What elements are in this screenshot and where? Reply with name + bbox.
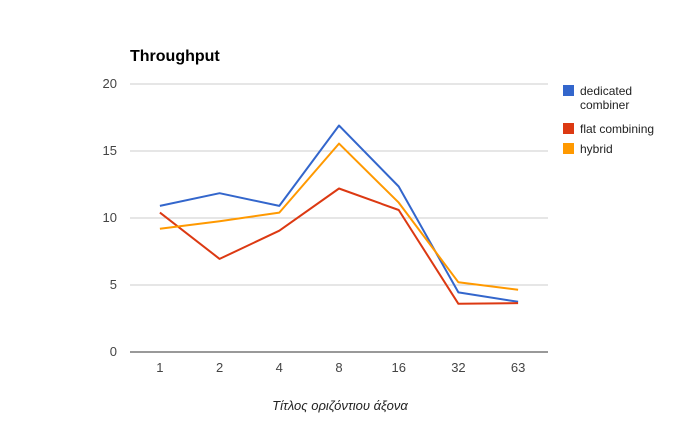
legend-label-1: flat combining [580,122,654,136]
x-tick-label: 8 [335,360,342,375]
x-axis-ticks: 1 2 4 8 16 32 63 [156,360,525,375]
legend-label-0: dedicated [580,84,632,98]
y-tick-label: 0 [110,344,117,359]
series-line-0 [159,124,519,303]
series-line-1 [159,187,519,305]
x-axis-title: Τίτλος οριζόντιου άξονα [272,398,408,413]
legend-swatch-1 [563,123,574,134]
legend-swatch-2 [563,143,574,154]
chart-title: Throughput [130,48,220,65]
x-tick-label: 4 [276,360,283,375]
x-tick-label: 63 [511,360,525,375]
series-line-2 [159,142,519,291]
x-tick-label: 1 [156,360,163,375]
gridlines [130,83,548,286]
series-lines [159,124,519,305]
legend-label-2: hybrid [580,142,613,156]
y-tick-label: 20 [103,76,117,91]
y-axis-ticks: 0 5 10 15 20 [103,76,117,359]
x-tick-label: 16 [391,360,405,375]
x-tick-label: 2 [216,360,223,375]
y-tick-label: 10 [103,210,117,225]
legend-label-0: combiner [580,98,629,112]
x-tick-label: 32 [451,360,465,375]
legend-swatch-0 [563,85,574,96]
y-tick-label: 15 [103,143,117,158]
y-tick-label: 5 [110,277,117,292]
